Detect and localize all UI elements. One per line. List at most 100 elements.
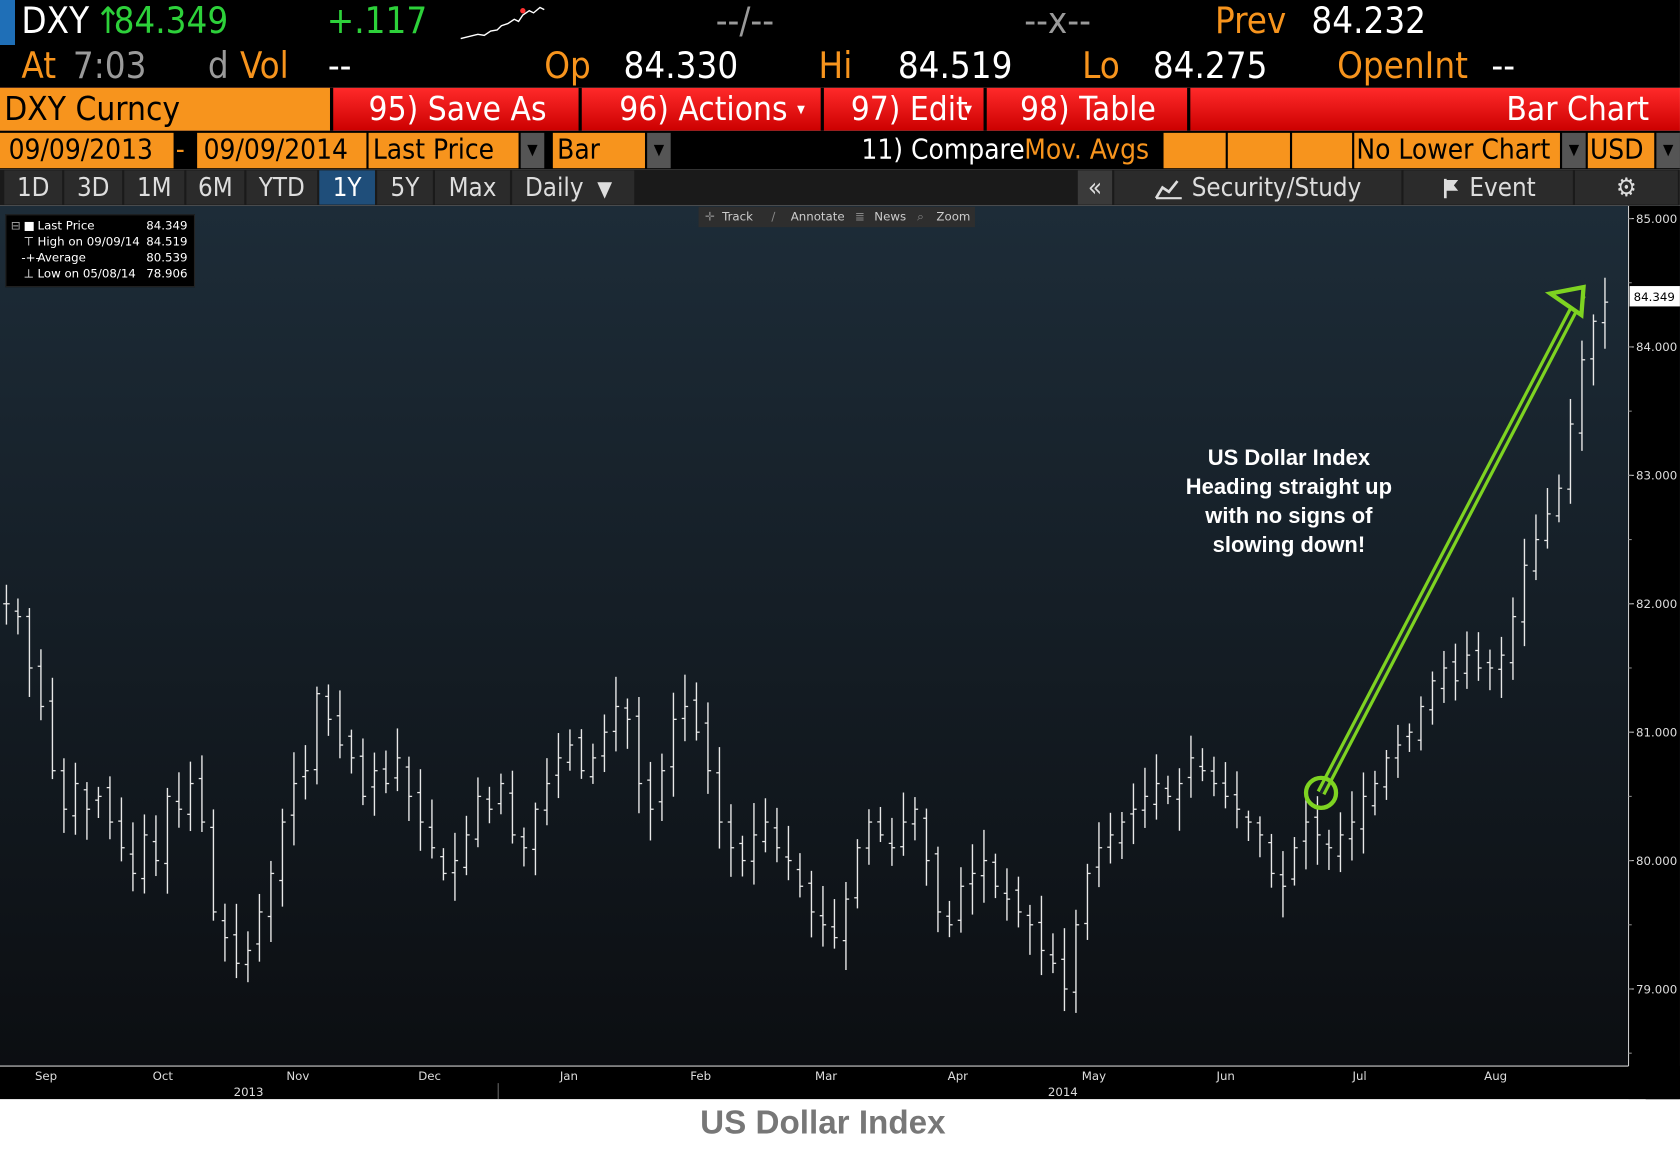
table-button[interactable]: 98) Table (1019, 89, 1156, 129)
save-as-button[interactable]: 95) Save As (368, 89, 547, 129)
ohlc-bar (854, 839, 861, 909)
ohlc-bar (589, 743, 597, 784)
ohlc-bar (302, 745, 309, 800)
ohlc-bar (37, 649, 45, 721)
start-date-field[interactable]: 09/09/2013 (0, 132, 174, 169)
currency-select[interactable]: USD (1587, 132, 1655, 169)
ohlc-bar (1118, 812, 1126, 859)
legend-value: 80.539 (146, 250, 188, 265)
zoom-tool[interactable]: Zoom (936, 209, 971, 224)
lower-chart-select[interactable]: No Lower Chart (1354, 132, 1560, 169)
ohlc-bar (1256, 816, 1264, 858)
ohlc-bar (313, 686, 321, 785)
ohlc-bar (601, 714, 608, 773)
high-value: 84.519 (897, 44, 1013, 88)
ohlc-bar (1498, 636, 1505, 698)
chart-title: Bar Chart (1506, 89, 1650, 129)
event-button[interactable]: Event (1403, 170, 1573, 205)
ohlc-bar (187, 761, 194, 832)
ohlc-bar (1475, 632, 1482, 681)
prev-label: Prev (1214, 0, 1287, 43)
field-dropdown-icon[interactable]: ▼ (520, 132, 545, 169)
trend-arrow (1303, 284, 1586, 810)
ohlc-bar (900, 792, 907, 856)
ohlc-bar (175, 772, 183, 828)
ohlc-bar (1509, 597, 1517, 680)
ohlc-bar (1164, 775, 1172, 805)
range-max[interactable]: Max (434, 170, 510, 205)
chart-style-select[interactable]: Bar (552, 132, 645, 169)
ohlc-bar (1015, 876, 1022, 928)
y-axis-panel (1628, 205, 1680, 1100)
ohlc-bar (877, 806, 884, 843)
ohlc-bar (428, 799, 436, 859)
last-price-tag: 84.349 (1634, 290, 1675, 304)
legend-value: 78.906 (146, 266, 188, 281)
legend-collapse-icon[interactable]: ⊟ (10, 218, 21, 233)
mov-avgs-button[interactable]: Mov. Avgs (1024, 133, 1150, 167)
pencil-icon: ∕ (771, 209, 776, 224)
mov-avg-slot-1[interactable] (1163, 132, 1226, 169)
field-select[interactable]: Last Price (368, 132, 519, 169)
edit-menu[interactable]: 97) Edit (850, 89, 968, 129)
ohlc-bar (980, 829, 988, 903)
ohlc-bar (164, 787, 171, 894)
ohlc-bar (1337, 812, 1344, 873)
settings-button[interactable]: ⚙ (1574, 170, 1678, 205)
ohlc-bar (1544, 488, 1551, 549)
at-label: At (21, 44, 57, 88)
last-price-marker: 84.349 (1629, 286, 1680, 307)
range-ytd[interactable]: YTD (246, 170, 318, 205)
annotate-tool[interactable]: Annotate (790, 209, 845, 224)
security-study-button[interactable]: Security/Study (1114, 170, 1402, 205)
ticker-tab-marker (0, 0, 15, 45)
period-select[interactable]: Daily ▼ (512, 170, 635, 205)
range-1d[interactable]: 1D (4, 170, 63, 205)
mov-avg-slot-3[interactable] (1292, 132, 1353, 169)
y-tick-labels: 85.000 84.000 83.000 82.000 81.000 80.000 79.0… (1628, 212, 1677, 1054)
ohlc-bar (486, 786, 493, 824)
quote-time: 7:03 (72, 44, 147, 88)
x-axis-panel (0, 1066, 1680, 1100)
end-date-field[interactable]: 09/09/2014 (197, 132, 367, 169)
ohlc-bar (1590, 314, 1597, 386)
ohlc-bar (785, 825, 792, 881)
style-dropdown-icon[interactable]: ▼ (647, 132, 671, 169)
ohlc-bar (1578, 340, 1586, 451)
open-label: Op (544, 44, 591, 88)
ohlc-bar (267, 860, 275, 943)
ohlc-bar (1084, 863, 1091, 940)
security-field[interactable]: DXY Curncy (0, 87, 330, 131)
ohlc-bar (1245, 810, 1252, 841)
open-value: 84.330 (623, 44, 739, 88)
ohlc-bar (1417, 696, 1425, 751)
compare-button[interactable]: 11) Compare (861, 133, 1025, 167)
actions-menu[interactable]: 96) Actions (619, 89, 788, 129)
ohlc-bar (348, 729, 355, 774)
ohlc-bar (1302, 790, 1310, 870)
x-tick-label: Mar (815, 1069, 837, 1083)
range-1m[interactable]: 1M (124, 170, 185, 205)
track-tool[interactable]: Track (722, 209, 753, 224)
mov-avg-slot-2[interactable] (1227, 132, 1290, 169)
ohlc-bar (1141, 767, 1149, 828)
ohlc-bar (1176, 768, 1183, 831)
collapse-button[interactable]: « (1077, 170, 1113, 205)
x-tick-label: Feb (690, 1069, 711, 1083)
price-chart[interactable]: 85.000 84.000 83.000 82.000 81.000 80.000 79.0… (0, 205, 1680, 1100)
range-3d[interactable]: 3D (64, 170, 123, 205)
news-icon: ≣ (854, 209, 865, 224)
legend-label: Low on 05/08/14 (37, 266, 136, 281)
prev-close: 84.232 (1311, 0, 1427, 43)
ohlc-bar (1406, 723, 1413, 752)
range-1y[interactable]: 1Y (319, 170, 375, 205)
ohlc-bar (1279, 851, 1287, 918)
security-study-label: Security/Study (1191, 172, 1362, 203)
lower-chart-dropdown-icon[interactable]: ▼ (1562, 132, 1586, 169)
ohlc-bar (555, 733, 562, 799)
range-6m[interactable]: 6M (186, 170, 245, 205)
ohlc-bar (762, 798, 769, 853)
news-tool[interactable]: News (874, 209, 907, 224)
range-5y[interactable]: 5Y (377, 170, 433, 205)
currency-dropdown-icon[interactable]: ▼ (1656, 132, 1680, 169)
